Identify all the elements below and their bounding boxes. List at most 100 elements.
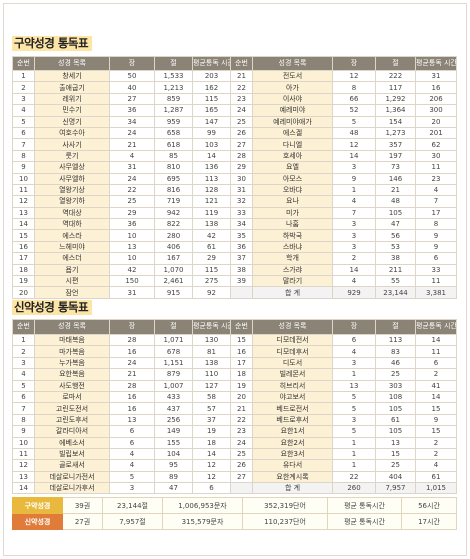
book-name-cell: 요한2서: [252, 436, 333, 449]
table-cell: 15: [415, 402, 457, 415]
summary-body: 구약성경 39권 23,144절 1,006,953문자 352,319단어 평균 통독시…: [12, 497, 457, 530]
summary-time-label-cell: 평균 통독시간: [327, 497, 402, 514]
table-cell: 12: [12, 459, 35, 472]
table-cell: 3: [332, 161, 376, 174]
table-cell: 4: [12, 368, 35, 381]
book-name-cell: 갈라디아서: [34, 425, 110, 438]
table-cell: 1,071: [154, 333, 193, 347]
table-cell: 21: [109, 368, 155, 381]
table-cell: 25: [230, 447, 253, 461]
table-cell: 34: [230, 218, 253, 231]
book-name-cell: 요한1서: [252, 425, 333, 438]
table-row: 12 열왕기하 25 719 121 32 요나 4 48 7: [12, 195, 457, 208]
table-cell: 942: [154, 206, 193, 220]
book-name-cell: 역대상: [34, 206, 110, 220]
table-cell: 201: [415, 126, 457, 140]
table-row: 16 느헤미야 13 406 61 36 스바냐 3 53 9: [12, 240, 457, 254]
table-cell: 8: [332, 81, 376, 94]
table-cell: 11: [12, 447, 35, 461]
book-name-cell: 디도서: [252, 356, 333, 370]
table-cell: 16: [109, 402, 155, 415]
table-cell: 138: [192, 218, 231, 231]
book-name-cell: 사무엘상: [34, 161, 110, 174]
book-name-cell: 히브리서: [252, 379, 333, 392]
table-cell: 4: [12, 104, 35, 117]
ot-header-cell: 장: [109, 56, 155, 71]
table-cell: 21: [375, 183, 416, 197]
table-cell: 50: [109, 69, 155, 83]
summary-verses-cell: 23,144절: [102, 497, 163, 514]
nt-header-cell: 평균통독 시간/분: [415, 319, 457, 335]
book-name-cell: 열왕기상: [34, 183, 110, 197]
summary-row: 구약성경 39권 23,144절 1,006,953문자 352,319단어 평균 통독시…: [12, 497, 457, 514]
table-cell: 85: [154, 149, 193, 163]
book-name-cell: 마태복음: [34, 333, 110, 347]
table-cell: 34: [109, 115, 155, 128]
table-cell: 404: [375, 470, 416, 484]
table-cell: 130: [192, 333, 231, 347]
table-cell: 11: [415, 275, 457, 288]
table-cell: 12: [332, 138, 376, 151]
ot-header-cell: 성경 목록: [252, 56, 333, 71]
table-row: 15 에스라 10 280 42 35 하박국 3 56 9: [12, 229, 457, 242]
table-row: 5 사도행전 28 1,007 127 19 히브리서 13 303 41: [12, 379, 457, 392]
book-name-cell: 요엘: [252, 161, 333, 174]
table-cell: 38: [375, 252, 416, 265]
table-cell: 3: [332, 240, 376, 254]
table-cell: 20: [230, 390, 253, 404]
table-cell: 7: [12, 138, 35, 151]
book-name-cell: 야고보서: [252, 390, 333, 404]
table-cell: 8: [12, 413, 35, 427]
table-cell: 2: [12, 81, 35, 94]
table-cell: 31: [415, 69, 457, 83]
table-cell: 48: [332, 126, 376, 140]
table-cell: 6: [415, 252, 457, 265]
table-cell: 10: [109, 229, 155, 242]
table-cell: 47: [154, 482, 193, 495]
table-cell: 303: [375, 379, 416, 392]
table-cell: 24: [230, 104, 253, 117]
book-name-cell: 룻기: [34, 149, 110, 163]
table-cell: 31: [109, 286, 155, 299]
table-cell: 1: [332, 183, 376, 197]
book-name-cell: 누가복음: [34, 356, 110, 370]
book-name-cell: 빌레몬서: [252, 368, 333, 381]
table-cell: 95: [154, 459, 193, 472]
table-row: 1 창세기 50 1,533 203 21 전도서 12 222 31: [12, 69, 457, 83]
table-cell: 22: [109, 183, 155, 197]
table-cell: 162: [192, 81, 231, 94]
book-name-cell: 에스더: [34, 252, 110, 265]
table-cell: 6: [12, 390, 35, 404]
table-cell: 6: [109, 425, 155, 438]
table-cell: 8: [12, 149, 35, 163]
table-cell: 24: [109, 356, 155, 370]
summary-chapters-cell: 27권: [62, 513, 103, 530]
table-cell: 165: [192, 104, 231, 117]
table-cell: 26: [230, 126, 253, 140]
table-cell: 4: [332, 195, 376, 208]
total-label-cell: 합 계: [252, 286, 333, 299]
table-cell: 618: [154, 138, 193, 151]
table-cell: 859: [154, 92, 193, 106]
total-cell: 1,015: [415, 482, 457, 495]
table-cell: 5: [12, 379, 35, 392]
table-cell: 117: [375, 81, 416, 94]
total-cell: 7,957: [375, 482, 416, 495]
table-cell: 678: [154, 345, 193, 358]
table-cell: 1,292: [375, 92, 416, 106]
book-name-cell: 사도행전: [34, 379, 110, 392]
table-cell: 9: [12, 425, 35, 438]
book-name-cell: 아모스: [252, 172, 333, 185]
book-name-cell: 데살로니가전서: [34, 470, 110, 484]
table-cell: 115: [192, 92, 231, 106]
table-cell: 127: [192, 379, 231, 392]
table-cell: 6: [192, 482, 231, 495]
table-row: 10 에베소서 6 155 18 24 요한2서 1 13 2: [12, 436, 457, 449]
table-cell: 62: [415, 138, 457, 151]
table-cell: 19: [230, 379, 253, 392]
table-cell: 136: [192, 161, 231, 174]
table-cell: 147: [192, 115, 231, 128]
book-name-cell: 고린도후서: [34, 413, 110, 427]
nt-header-cell: 성경 목록: [34, 319, 110, 335]
